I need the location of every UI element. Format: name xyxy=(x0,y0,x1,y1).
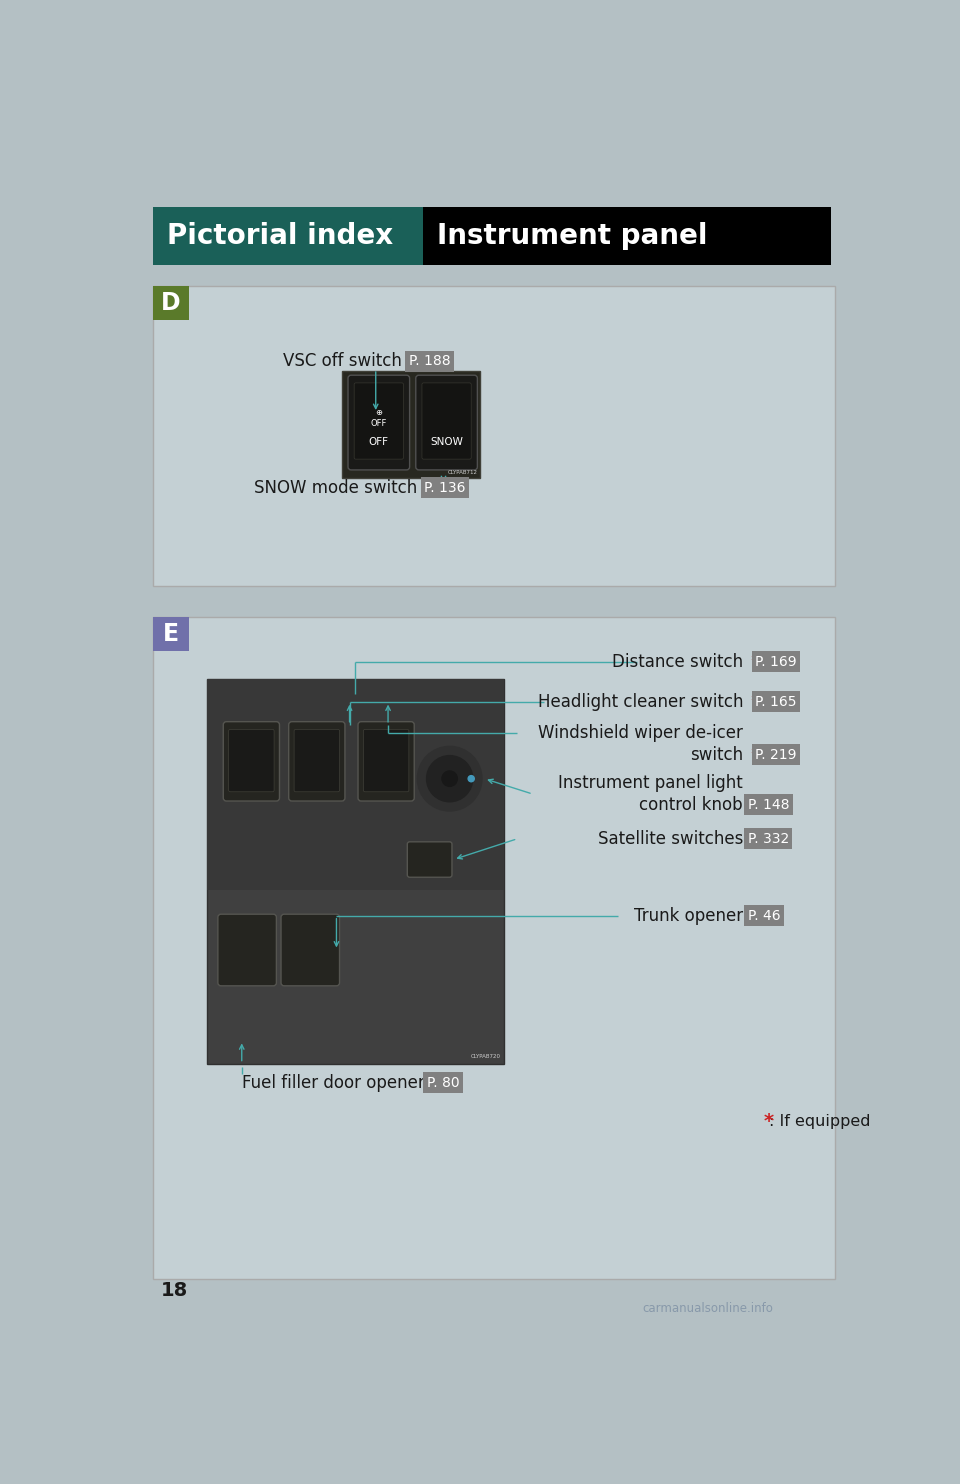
Text: P. 169: P. 169 xyxy=(756,654,797,669)
Text: Fuel filler door opener: Fuel filler door opener xyxy=(242,1074,424,1092)
FancyBboxPatch shape xyxy=(218,914,276,985)
Text: carmanualsonline.info: carmanualsonline.info xyxy=(642,1301,773,1315)
Bar xyxy=(154,286,188,319)
Text: Windshield wiper de-icer: Windshield wiper de-icer xyxy=(539,724,743,742)
Bar xyxy=(422,208,830,266)
FancyBboxPatch shape xyxy=(358,721,414,801)
Bar xyxy=(342,371,480,478)
Circle shape xyxy=(418,746,482,812)
FancyBboxPatch shape xyxy=(407,841,452,877)
Text: P. 165: P. 165 xyxy=(756,695,797,709)
FancyBboxPatch shape xyxy=(224,721,279,801)
Text: SNOW: SNOW xyxy=(430,436,463,447)
FancyBboxPatch shape xyxy=(364,730,409,792)
Text: P. 80: P. 80 xyxy=(426,1076,459,1089)
Text: 18: 18 xyxy=(161,1281,188,1300)
FancyBboxPatch shape xyxy=(354,383,403,459)
Text: Headlight cleaner switch: Headlight cleaner switch xyxy=(538,693,743,711)
Text: switch: switch xyxy=(690,746,743,764)
Text: SNOW mode switch: SNOW mode switch xyxy=(254,479,422,497)
FancyBboxPatch shape xyxy=(228,730,275,792)
FancyBboxPatch shape xyxy=(281,914,340,985)
Text: Instrument panel: Instrument panel xyxy=(437,223,708,251)
Text: E: E xyxy=(163,622,179,646)
FancyBboxPatch shape xyxy=(289,721,345,801)
Text: VSC off switch: VSC off switch xyxy=(283,352,407,371)
Text: P. 136: P. 136 xyxy=(424,481,466,494)
Circle shape xyxy=(442,772,457,787)
Text: : If equipped: : If equipped xyxy=(769,1114,871,1129)
Bar xyxy=(154,617,834,1279)
FancyBboxPatch shape xyxy=(422,383,471,459)
Text: Instrument panel light: Instrument panel light xyxy=(559,775,743,792)
Text: P. 188: P. 188 xyxy=(409,355,450,368)
FancyBboxPatch shape xyxy=(416,375,477,470)
Text: Trunk opener: Trunk opener xyxy=(634,907,743,925)
Text: OFF: OFF xyxy=(369,436,389,447)
Circle shape xyxy=(426,755,472,801)
Text: P. 46: P. 46 xyxy=(748,908,780,923)
Text: ⊕
OFF: ⊕ OFF xyxy=(371,408,387,427)
FancyBboxPatch shape xyxy=(348,375,410,470)
Bar xyxy=(154,208,422,266)
Text: CLYPAB720: CLYPAB720 xyxy=(470,1054,500,1060)
Text: control knob: control knob xyxy=(639,795,743,813)
Circle shape xyxy=(468,776,474,782)
Bar xyxy=(154,617,188,651)
Text: Distance switch: Distance switch xyxy=(612,653,743,671)
Text: P. 332: P. 332 xyxy=(748,831,789,846)
Text: P. 148: P. 148 xyxy=(748,798,789,812)
Bar xyxy=(207,678,504,890)
Text: Satellite switches: Satellite switches xyxy=(598,830,743,847)
Bar xyxy=(154,286,834,586)
Text: *: * xyxy=(745,693,760,711)
Text: CLYPAB712: CLYPAB712 xyxy=(447,470,477,475)
Text: *: * xyxy=(745,746,760,764)
Text: Pictorial index: Pictorial index xyxy=(167,223,394,251)
Text: *: * xyxy=(745,653,760,671)
Text: *: * xyxy=(764,1112,774,1131)
Text: P. 219: P. 219 xyxy=(756,748,797,761)
Bar xyxy=(207,678,504,1064)
FancyBboxPatch shape xyxy=(294,730,340,792)
Text: D: D xyxy=(161,291,180,315)
